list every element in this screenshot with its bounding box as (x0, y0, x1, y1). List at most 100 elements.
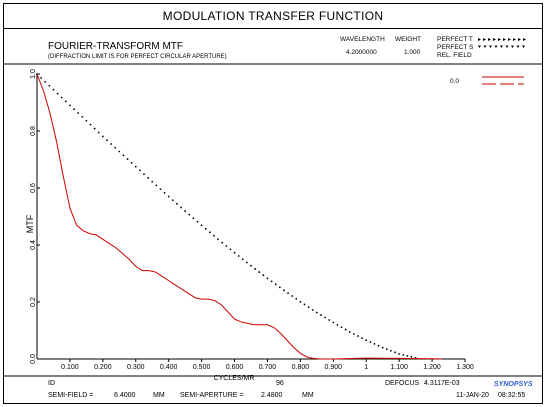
mtf-point (410, 355, 413, 358)
legend-perfect-s-marker (483, 45, 487, 48)
x-tick-label: 0.500 (193, 364, 211, 371)
mtf-point (406, 354, 409, 357)
mtf-point (56, 92, 59, 95)
mtf-point (147, 177, 150, 179)
legend-field-value: 0.0 (450, 78, 460, 85)
mtf-point (332, 321, 335, 324)
mtf-point (402, 353, 405, 356)
mtf-point (60, 96, 63, 99)
mtf-point (155, 184, 158, 187)
weight-value: 1.000 (404, 49, 421, 56)
mtf-point (299, 300, 302, 303)
mtf-point (245, 261, 248, 264)
defocus-label: DEFOCUS (385, 380, 420, 387)
mtf-point (176, 202, 178, 205)
mtf-point (385, 348, 388, 351)
mtf-point (254, 268, 257, 270)
id-value: 96 (276, 380, 284, 387)
mtf-point (52, 88, 55, 91)
legend-perfect-s-marker (516, 45, 520, 48)
x-tick-label: 1.200 (423, 364, 441, 371)
mtf-point (225, 245, 228, 247)
legend-perfect-t-marker (508, 38, 511, 41)
mtf-point (307, 306, 310, 309)
mtf-point (229, 248, 232, 251)
mtf-point (114, 146, 117, 149)
mtf-point (196, 220, 199, 223)
semi-field-unit: MM (153, 392, 165, 399)
mtf-point (40, 77, 43, 79)
mtf-point (361, 337, 364, 340)
legend-perfect-t-marker (503, 38, 506, 41)
mtf-point (320, 314, 322, 316)
mtf-point (336, 323, 339, 326)
mtf-point (171, 199, 174, 202)
mtf-point (106, 139, 108, 142)
mtf-point (208, 231, 211, 234)
mtf-point (365, 339, 368, 342)
legend-perfect-s-marker (478, 45, 481, 48)
mtf-point (352, 333, 355, 335)
semi-aperture-value: 2.4800 (261, 392, 283, 399)
mtf-point (217, 238, 219, 241)
mtf-point (130, 161, 133, 164)
mtf-point (237, 255, 240, 257)
mtf-point (93, 127, 96, 130)
mtf-point (340, 326, 343, 329)
y-tick-label: 0.4 (30, 240, 37, 250)
legend-perfect-s-marker (511, 45, 514, 48)
legend-perfect-s-marker (500, 45, 503, 48)
x-tick-label: 0.200 (94, 364, 112, 371)
mtf-point (295, 297, 298, 300)
legend-perfect-t-marker (493, 38, 496, 41)
x-tick-label: 0.700 (259, 364, 277, 371)
mtf-point (85, 119, 88, 122)
mtf-point (204, 227, 207, 230)
mtf-point (377, 344, 380, 347)
y-tick-label: 0.8 (30, 126, 37, 136)
mtf-point (328, 319, 331, 321)
x-tick-label: 0.400 (160, 364, 178, 371)
mtf-point (64, 100, 67, 103)
mtf-point (241, 258, 244, 261)
mtf-point (163, 191, 166, 194)
mtf-point (101, 135, 104, 138)
mtf-point (134, 165, 137, 168)
legend-marks (478, 38, 526, 85)
legend-perfect-s-marker (505, 45, 509, 48)
mtf-point (192, 217, 195, 220)
x-tick-label: 0.300 (127, 364, 145, 371)
mtf-point (200, 224, 203, 227)
mtf-point (48, 84, 51, 87)
mtf-point (291, 295, 294, 297)
mtf-point (118, 150, 121, 153)
mtf-point (348, 331, 351, 333)
mtf-point (81, 115, 84, 118)
wavelength-value: 4.2000000 (346, 49, 377, 56)
mtf-point (180, 206, 182, 209)
mtf-point (381, 346, 384, 349)
page-title: MODULATION TRANSFER FUNCTION (3, 3, 543, 29)
x-tick-label: 0.800 (292, 364, 310, 371)
mtf-point (77, 112, 80, 114)
mtf-point (122, 154, 125, 157)
mtf-point (373, 342, 376, 345)
x-tick-label: 0.100 (61, 364, 79, 371)
legend-perfect-t-marker (513, 38, 516, 41)
legend-perfect-t-marker (483, 38, 486, 41)
window-frame (3, 3, 543, 404)
mtf-point (221, 241, 224, 244)
y-tick-label: 0.0 (30, 354, 37, 364)
x-tick-label: 0.900 (325, 364, 343, 371)
x-tick-label: 0.600 (226, 364, 244, 371)
legend-perfect-t-marker (488, 38, 491, 41)
mtf-point (303, 303, 306, 306)
x-tick-label: 1.300 (456, 364, 474, 371)
legend-perfect-s-marker (489, 45, 492, 48)
mtf-point (390, 349, 392, 352)
mtf-point (143, 173, 145, 176)
mtf-point (262, 274, 265, 277)
mtf-point (278, 286, 281, 289)
mtf-point (398, 352, 401, 355)
